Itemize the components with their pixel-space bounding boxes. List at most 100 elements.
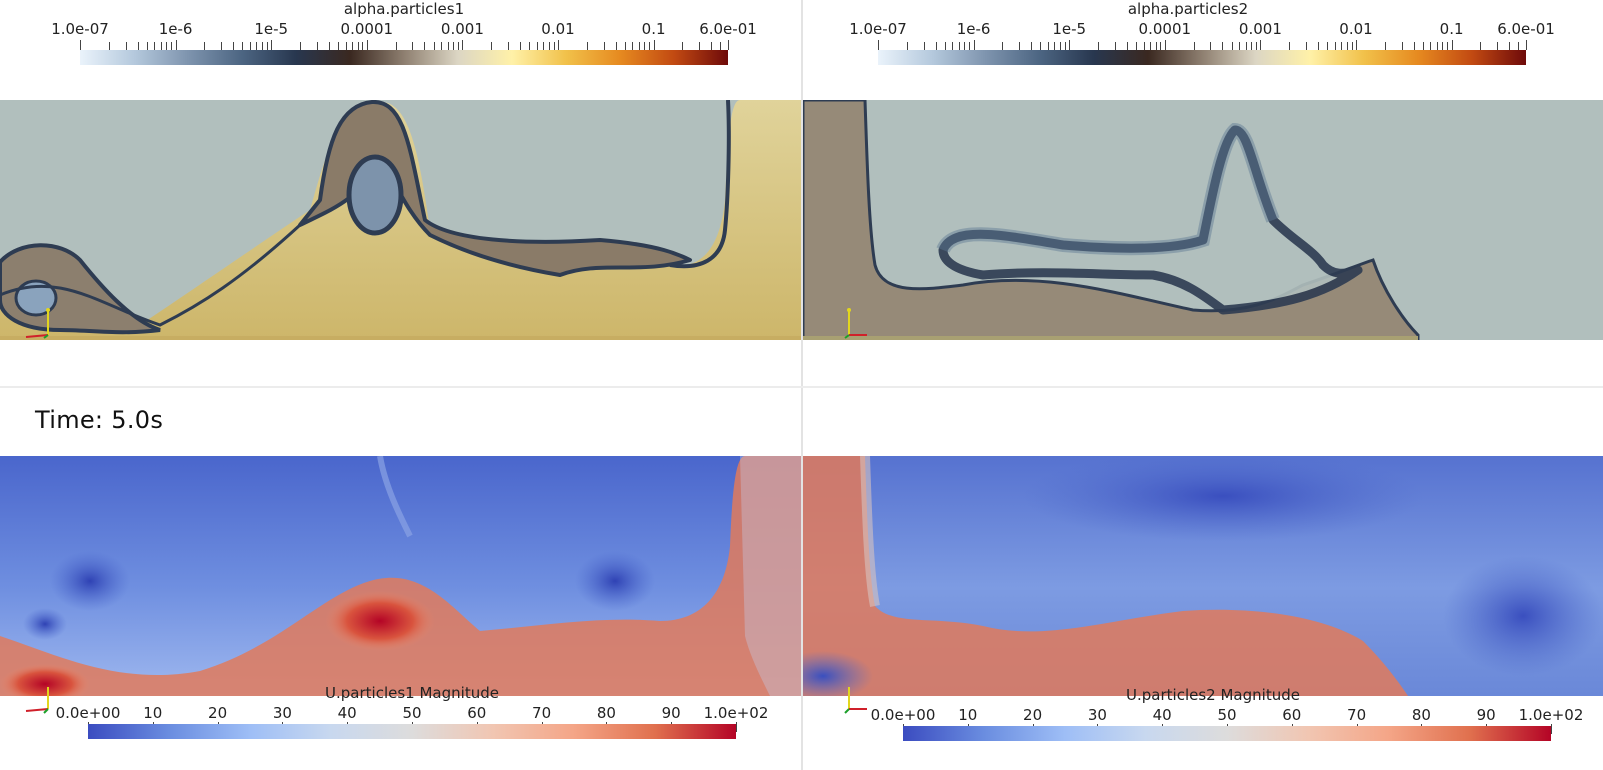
slow-eddy — [1443, 556, 1603, 676]
plume-streak — [377, 456, 413, 538]
legend-minor-tick — [1384, 42, 1386, 50]
legend-minor-tick — [233, 42, 235, 50]
legend-minor-tick — [316, 42, 318, 50]
legend-minor-tick — [447, 42, 449, 50]
legend-minor-tick — [543, 42, 545, 50]
viewport-u-particles2-magnitude[interactable]: U.particles2 Magnitude 0.0e+00 10 20 30 40 50… — [803, 388, 1603, 770]
particle-bed — [0, 100, 801, 340]
legend-tick-label: 10 — [143, 704, 163, 722]
right-column-edge — [669, 100, 731, 269]
legend-tick-label: 0.1 — [641, 20, 666, 38]
legend-major-tick — [271, 40, 273, 50]
legend-minor-tick — [529, 42, 531, 50]
legend-minor-tick — [412, 42, 414, 50]
legend-tick-label: 60 — [1282, 706, 1302, 724]
legend-tick-label: 1.0e+02 — [703, 704, 769, 722]
legend-tick-label: 1.0e+02 — [1518, 706, 1584, 724]
legend-tick-label: 40 — [337, 704, 357, 722]
legend-minor-tick — [146, 42, 148, 50]
legend-minor-tick — [395, 42, 397, 50]
legend-minor-tick — [345, 42, 347, 50]
legend-minor-tick — [944, 42, 946, 50]
legend-tick-label: 30 — [272, 704, 292, 722]
legend-minor-tick — [1193, 42, 1195, 50]
legend-minor-tick — [204, 42, 206, 50]
legend-minor-tick — [1002, 42, 1004, 50]
legend-minor-tick — [1155, 42, 1157, 50]
legend-tick-label: 10 — [958, 706, 978, 724]
legend-minor-tick — [720, 42, 722, 50]
legend-minor-tick — [1114, 42, 1116, 50]
viewport-alpha-particles2[interactable]: alpha.particles2 1.0e-07 1e-6 1e-5 0.0001 0.… — [803, 0, 1603, 386]
slow-eddy — [23, 608, 67, 640]
legend-tick-label: 50 — [1217, 706, 1237, 724]
viewport-divider-vertical[interactable] — [801, 0, 803, 770]
legend-minor-tick — [1256, 42, 1258, 50]
legend-minor-tick — [1239, 42, 1241, 50]
legend-minor-tick — [935, 42, 937, 50]
legend-title: alpha.particles1 — [343, 0, 465, 18]
legend-minor-tick — [1351, 42, 1353, 50]
legend-tick-label: 1e-6 — [158, 20, 193, 38]
legend-minor-tick — [1160, 42, 1162, 50]
legend-tick-label: 80 — [1411, 706, 1431, 724]
legend-major-tick — [1069, 40, 1071, 50]
alpha-field-plot[interactable] — [803, 100, 1603, 340]
bottom-wall — [803, 336, 1418, 340]
legend-major-tick — [1356, 40, 1357, 50]
legend-major-tick — [1526, 40, 1527, 50]
legend-minor-tick — [699, 42, 701, 50]
legend-major-tick — [1551, 724, 1552, 734]
legend-minor-tick — [1518, 42, 1520, 50]
velocity-field-plot[interactable] — [803, 456, 1603, 696]
legend-minor-tick — [154, 42, 156, 50]
orientation-axes-icon — [844, 308, 867, 339]
legend-major-tick — [366, 40, 368, 50]
legend-minor-tick — [586, 42, 588, 50]
legend-color-bar — [878, 50, 1526, 65]
viewport-alpha-particles1[interactable]: alpha.particles1 1.0e-07 1e-6 1e-5 0.0001 0.… — [0, 0, 801, 386]
legend-minor-tick — [906, 42, 908, 50]
legend-major-tick — [736, 722, 737, 732]
legend-minor-tick — [261, 42, 263, 50]
legend-minor-tick — [137, 42, 139, 50]
legend-tick-label: 0.1 — [1439, 20, 1464, 38]
legend-minor-tick — [441, 42, 443, 50]
plume-core — [346, 154, 404, 236]
legend-color-bar — [903, 726, 1551, 741]
legend-tick-label: 0.0e+00 — [55, 704, 121, 722]
legend-minor-tick — [632, 42, 634, 50]
legend-tick-label: 1e-5 — [1052, 20, 1087, 38]
legend-major-tick — [462, 40, 464, 50]
peak-velocity-zone — [0, 664, 90, 696]
color-legend: alpha.particles2 1.0e-07 1e-6 1e-5 0.0001 0.… — [803, 0, 1603, 70]
legend-minor-tick — [638, 42, 640, 50]
legend-minor-tick — [362, 42, 364, 50]
legend-minor-tick — [1422, 42, 1424, 50]
legend-minor-tick — [1430, 42, 1432, 50]
legend-minor-tick — [1401, 42, 1403, 50]
orientation-axes-icon — [25, 308, 50, 339]
legend-minor-tick — [1317, 42, 1319, 50]
legend-minor-tick — [649, 42, 651, 50]
legend-major-tick — [1164, 40, 1166, 50]
legend-tick-label: 40 — [1152, 706, 1172, 724]
legend-minor-tick — [1327, 42, 1329, 50]
legend-tick-label: 60 — [467, 704, 487, 722]
legend-tick-label: 1.0e-07 — [51, 20, 109, 38]
legend-minor-tick — [548, 42, 550, 50]
legend-minor-tick — [1126, 42, 1128, 50]
legend-major-tick — [973, 40, 975, 50]
alpha-field-plot[interactable] — [0, 100, 801, 340]
legend-minor-tick — [958, 42, 960, 50]
legend-title: alpha.particles2 — [1127, 0, 1249, 18]
legend-minor-tick — [519, 42, 521, 50]
legend-tick-label: 0.0001 — [1138, 20, 1192, 38]
viewport-divider-horizontal[interactable] — [0, 386, 1603, 388]
velocity-field-plot[interactable] — [0, 456, 801, 696]
viewport-u-particles1-magnitude[interactable]: Time: 5.0s U.parti — [0, 388, 801, 770]
legend-minor-tick — [1222, 42, 1224, 50]
legend-color-bar — [80, 50, 728, 65]
legend-tick-label: 0.0e+00 — [870, 706, 936, 724]
legend-minor-tick — [1149, 42, 1151, 50]
